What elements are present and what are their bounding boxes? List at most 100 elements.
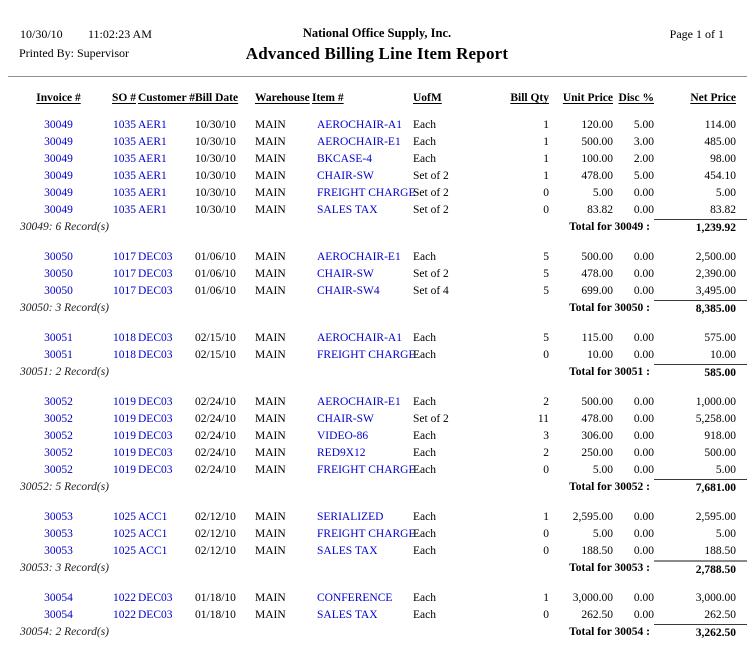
invoice-cell[interactable]: 30049 bbox=[44, 187, 73, 199]
item-cell[interactable]: CONFERENCE bbox=[317, 592, 393, 604]
so-number-cell[interactable]: 1019 bbox=[113, 464, 136, 476]
invoice-cell[interactable]: 30052 bbox=[44, 396, 73, 408]
item-cell[interactable]: FREIGHT CHARGE bbox=[317, 528, 416, 540]
so-number-cell[interactable]: 1025 bbox=[113, 511, 136, 523]
so-number-cell[interactable]: 1035 bbox=[113, 136, 136, 148]
invoice-cell[interactable]: 30053 bbox=[44, 545, 73, 557]
item-cell[interactable]: FREIGHT CHARGE bbox=[317, 349, 416, 361]
so-number-cell[interactable]: 1025 bbox=[113, 528, 136, 540]
customer-cell[interactable]: AER1 bbox=[138, 187, 167, 199]
item-cell[interactable]: FREIGHT CHARGE bbox=[317, 464, 416, 476]
net-price-cell: 5,258.00 bbox=[695, 413, 736, 425]
invoice-cell[interactable]: 30053 bbox=[44, 511, 73, 523]
so-number-cell[interactable]: 1019 bbox=[113, 396, 136, 408]
uofm-cell: Each bbox=[413, 349, 436, 361]
so-number-cell[interactable]: 1035 bbox=[113, 187, 136, 199]
so-number-cell[interactable]: 1022 bbox=[113, 609, 136, 621]
customer-cell[interactable]: DEC03 bbox=[138, 268, 173, 280]
customer-cell[interactable]: DEC03 bbox=[138, 592, 173, 604]
group-total-value: 7,681.00 bbox=[654, 479, 747, 497]
unit-price-cell: 5.00 bbox=[592, 187, 613, 199]
column-header-uofm: UofM bbox=[413, 92, 442, 104]
invoice-cell[interactable]: 30049 bbox=[44, 170, 73, 182]
invoice-cell[interactable]: 30050 bbox=[44, 251, 73, 263]
page-indicator: Page 1 of 1 bbox=[669, 27, 724, 41]
customer-cell[interactable]: DEC03 bbox=[138, 413, 173, 425]
so-number-cell[interactable]: 1019 bbox=[113, 430, 136, 442]
so-number-cell[interactable]: 1019 bbox=[113, 413, 136, 425]
disc-percent-cell: 0.00 bbox=[633, 285, 654, 297]
item-cell[interactable]: AEROCHAIR-A1 bbox=[317, 119, 402, 131]
warehouse-cell: MAIN bbox=[255, 204, 286, 216]
invoice-cell[interactable]: 30054 bbox=[44, 592, 73, 604]
so-number-cell[interactable]: 1017 bbox=[113, 268, 136, 280]
item-cell[interactable]: CHAIR-SW bbox=[317, 170, 374, 182]
invoice-cell[interactable]: 30052 bbox=[44, 464, 73, 476]
item-cell[interactable]: AEROCHAIR-E1 bbox=[317, 396, 401, 408]
so-number-cell[interactable]: 1035 bbox=[113, 204, 136, 216]
customer-cell[interactable]: DEC03 bbox=[138, 396, 173, 408]
invoice-cell[interactable]: 30052 bbox=[44, 413, 73, 425]
table-row: 30052 1019 DEC03 02/24/10 MAIN FREIGHT CHARGE… bbox=[0, 462, 754, 479]
item-cell[interactable]: AEROCHAIR-E1 bbox=[317, 136, 401, 148]
customer-cell[interactable]: AER1 bbox=[138, 119, 167, 131]
item-cell[interactable]: CHAIR-SW4 bbox=[317, 285, 380, 297]
so-number-cell[interactable]: 1035 bbox=[113, 153, 136, 165]
invoice-cell[interactable]: 30049 bbox=[44, 136, 73, 148]
invoice-cell[interactable]: 30052 bbox=[44, 430, 73, 442]
invoice-cell[interactable]: 30050 bbox=[44, 268, 73, 280]
so-number-cell[interactable]: 1025 bbox=[113, 545, 136, 557]
disc-percent-cell: 0.00 bbox=[633, 187, 654, 199]
customer-cell[interactable]: DEC03 bbox=[138, 349, 173, 361]
item-cell[interactable]: SALES TAX bbox=[317, 545, 378, 557]
item-cell[interactable]: CHAIR-SW bbox=[317, 268, 374, 280]
customer-cell[interactable]: AER1 bbox=[138, 136, 167, 148]
so-number-cell[interactable]: 1017 bbox=[113, 251, 136, 263]
uofm-cell: Set of 2 bbox=[413, 268, 449, 280]
customer-cell[interactable]: ACC1 bbox=[138, 511, 168, 523]
item-cell[interactable]: SALES TAX bbox=[317, 609, 378, 621]
item-cell[interactable]: VIDEO-86 bbox=[317, 430, 369, 442]
customer-cell[interactable]: DEC03 bbox=[138, 332, 173, 344]
customer-cell[interactable]: AER1 bbox=[138, 153, 167, 165]
invoice-cell[interactable]: 30051 bbox=[44, 349, 73, 361]
item-cell[interactable]: CHAIR-SW bbox=[317, 413, 374, 425]
customer-cell[interactable]: ACC1 bbox=[138, 528, 168, 540]
table-row: 30053 1025 ACC1 02/12/10 MAIN SALES TAX Each 0 1… bbox=[0, 543, 754, 560]
item-cell[interactable]: RED9X12 bbox=[317, 447, 366, 459]
so-number-cell[interactable]: 1035 bbox=[113, 170, 136, 182]
item-cell[interactable]: AEROCHAIR-A1 bbox=[317, 332, 402, 344]
item-cell[interactable]: SERIALIZED bbox=[317, 511, 384, 523]
invoice-cell[interactable]: 30054 bbox=[44, 609, 73, 621]
customer-cell[interactable]: AER1 bbox=[138, 170, 167, 182]
item-cell[interactable]: AEROCHAIR-E1 bbox=[317, 251, 401, 263]
so-number-cell[interactable]: 1018 bbox=[113, 332, 136, 344]
bill-date-cell: 10/30/10 bbox=[195, 136, 236, 148]
customer-cell[interactable]: AER1 bbox=[138, 204, 167, 216]
invoice-cell[interactable]: 30050 bbox=[44, 285, 73, 297]
bill-qty-cell: 1 bbox=[543, 592, 549, 604]
customer-cell[interactable]: DEC03 bbox=[138, 251, 173, 263]
so-number-cell[interactable]: 1035 bbox=[113, 119, 136, 131]
invoice-cell[interactable]: 30051 bbox=[44, 332, 73, 344]
invoice-cell[interactable]: 30052 bbox=[44, 447, 73, 459]
item-cell[interactable]: BKCASE-4 bbox=[317, 153, 372, 165]
customer-cell[interactable]: DEC03 bbox=[138, 447, 173, 459]
customer-cell[interactable]: DEC03 bbox=[138, 464, 173, 476]
item-cell[interactable]: FREIGHT CHARGE bbox=[317, 187, 416, 199]
invoice-cell[interactable]: 30049 bbox=[44, 204, 73, 216]
so-number-cell[interactable]: 1022 bbox=[113, 592, 136, 604]
uofm-cell: Each bbox=[413, 136, 436, 148]
customer-cell[interactable]: ACC1 bbox=[138, 545, 168, 557]
disc-percent-cell: 5.00 bbox=[633, 170, 654, 182]
customer-cell[interactable]: DEC03 bbox=[138, 285, 173, 297]
invoice-cell[interactable]: 30049 bbox=[44, 119, 73, 131]
customer-cell[interactable]: DEC03 bbox=[138, 609, 173, 621]
invoice-cell[interactable]: 30049 bbox=[44, 153, 73, 165]
customer-cell[interactable]: DEC03 bbox=[138, 430, 173, 442]
item-cell[interactable]: SALES TAX bbox=[317, 204, 378, 216]
so-number-cell[interactable]: 1017 bbox=[113, 285, 136, 297]
so-number-cell[interactable]: 1019 bbox=[113, 447, 136, 459]
so-number-cell[interactable]: 1018 bbox=[113, 349, 136, 361]
invoice-cell[interactable]: 30053 bbox=[44, 528, 73, 540]
